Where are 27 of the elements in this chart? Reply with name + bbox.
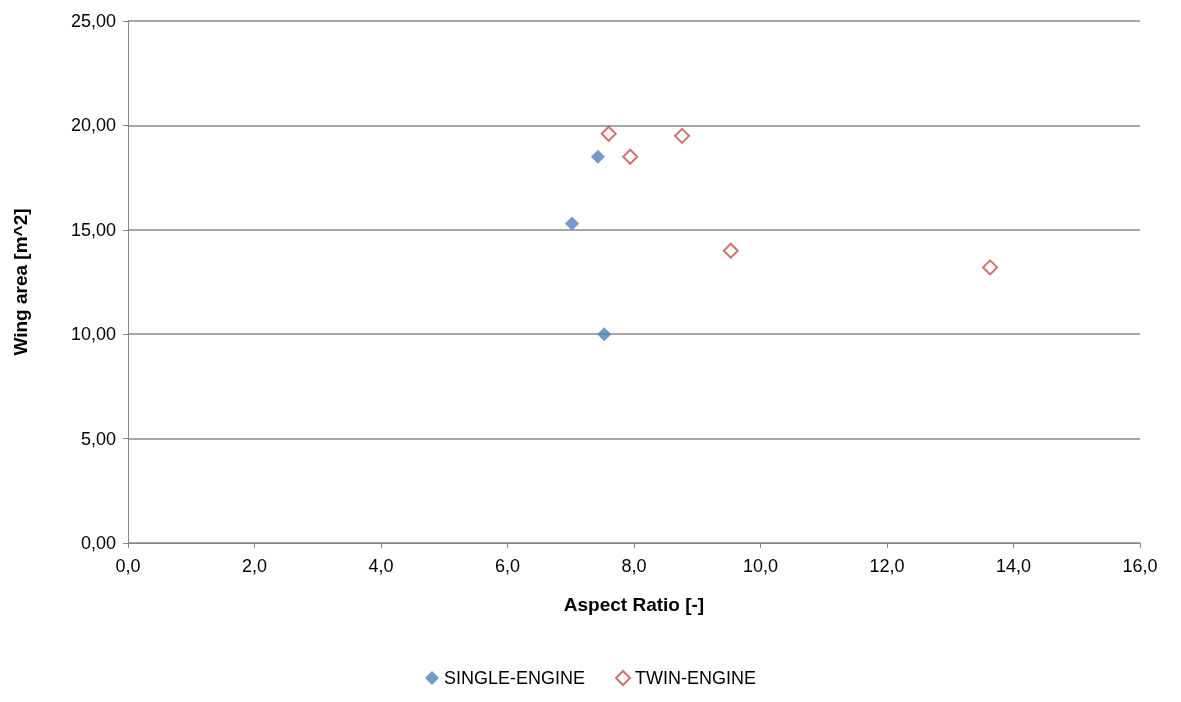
x-tick-label: 16,0	[1122, 556, 1158, 576]
point	[590, 149, 605, 164]
y-tick-label: 20,00	[70, 115, 116, 136]
y-tick-label: 0,00	[80, 533, 116, 553]
x-tick-label: 14,0	[995, 556, 1032, 576]
x-tick-label: 12,0	[869, 556, 905, 576]
point	[600, 125, 617, 142]
x-tick-label: 6,0	[494, 556, 521, 576]
x-tick-label: 8,0	[621, 556, 647, 576]
point	[565, 216, 580, 231]
y-tick-label: 10,00	[70, 324, 116, 345]
legend-label: SINGLE-ENGINE	[443, 668, 586, 688]
x-axis-title: Aspect Ratio [-]	[563, 594, 705, 615]
point	[982, 259, 999, 276]
point	[722, 242, 739, 259]
x-tick-label: 2,0	[241, 556, 268, 576]
y-axis-title: Wing area [m^2]	[10, 208, 31, 356]
y-tick-label: 25,00	[70, 11, 116, 31]
legend-label: TWIN-ENGINE	[635, 668, 757, 688]
point	[597, 327, 612, 342]
y-tick-label: 5,00	[80, 428, 116, 449]
x-tick-label: 10,0	[742, 556, 779, 576]
x-tick-label: 4,0	[368, 556, 394, 576]
x-tick-label: 0,0	[115, 556, 141, 576]
y-tick-label: 15,00	[70, 219, 116, 240]
point	[674, 127, 691, 144]
point	[622, 148, 639, 165]
